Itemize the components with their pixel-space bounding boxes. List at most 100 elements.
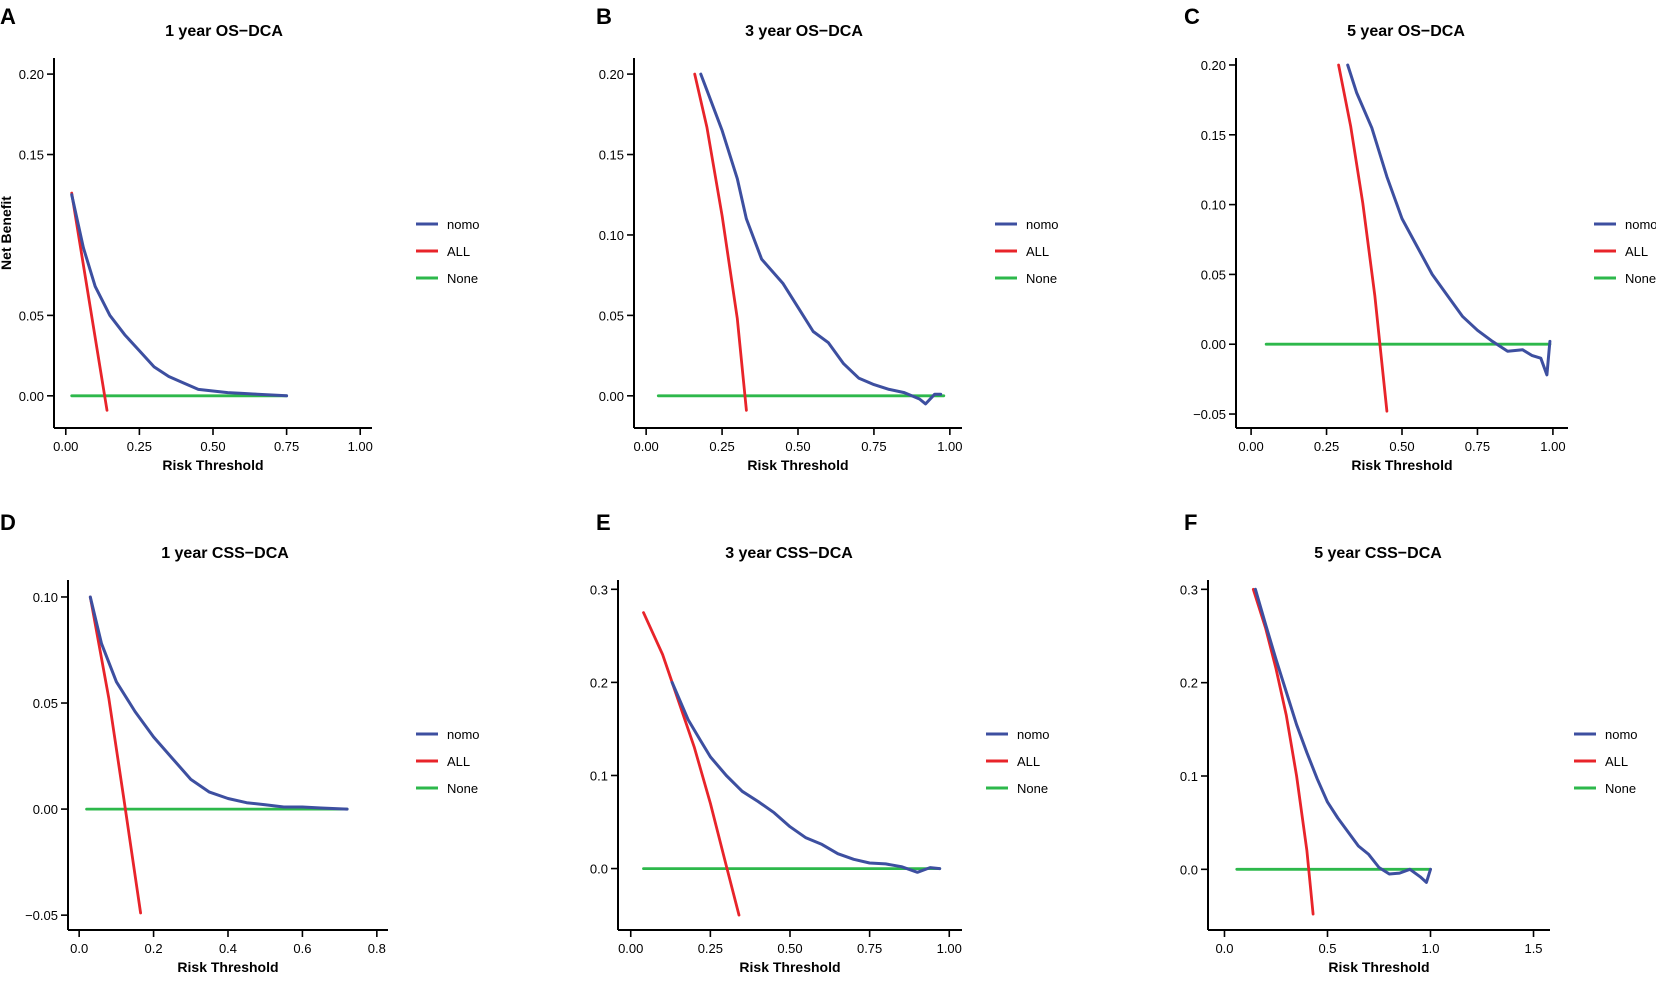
chart-title: 5 year OS−DCA <box>1347 23 1465 40</box>
y-tick-label: 0.1 <box>590 768 608 783</box>
panel-f: F 5 year CSS−DCA 0.0 0.5 1.0 1.5 0.0 0.1 0.2 0.3 R… <box>1180 510 1638 975</box>
y-tick-label: 0.10 <box>1201 198 1226 213</box>
legend-label: nomo <box>447 727 480 742</box>
panel-letter: B <box>596 4 612 29</box>
y-tick-label: 0.15 <box>599 148 624 163</box>
y-tick-label: 0.20 <box>19 67 44 82</box>
chart-title: 1 year CSS−DCA <box>161 545 289 562</box>
x-tick-label: 0.50 <box>777 941 802 956</box>
x-tick-label: 0.75 <box>1465 439 1490 454</box>
legend-label: None <box>447 271 478 286</box>
series-line-all <box>70 191 109 412</box>
legend-label: None <box>1605 781 1636 796</box>
x-tick-label: 0.25 <box>127 439 152 454</box>
legend-label: ALL <box>1625 244 1648 259</box>
x-tick-label: 1.00 <box>1540 439 1565 454</box>
x-axis-label: Risk Threshold <box>162 457 263 473</box>
legend-label: None <box>1625 271 1656 286</box>
x-axis-label: Risk Threshold <box>1328 959 1429 975</box>
x-tick-label: 1.00 <box>937 941 962 956</box>
x-tick-label: 0.00 <box>1238 439 1263 454</box>
y-tick-label: 0.2 <box>590 675 608 690</box>
chart-title: 3 year OS−DCA <box>745 23 863 40</box>
panel-letter: F <box>1184 510 1197 535</box>
panel-d: D 1 year CSS−DCA 0.0 0.2 0.4 0.6 0.8 −0.05 0.00 0… <box>0 510 480 975</box>
x-axis-label: Risk Threshold <box>1351 457 1452 473</box>
series-line-all <box>88 595 143 915</box>
x-tick-label: 0.75 <box>861 439 886 454</box>
y-tick-label: 0.05 <box>599 308 624 323</box>
x-axis-label: Risk Threshold <box>747 457 848 473</box>
panel-letter: D <box>0 510 16 535</box>
x-axis-label: Risk Threshold <box>739 959 840 975</box>
x-tick-label: 0.25 <box>1314 439 1339 454</box>
legend-label: None <box>1026 271 1057 286</box>
panel-e: E 3 year CSS−DCA 0.00 0.25 0.50 0.75 1.00 0.0 0.… <box>590 510 1050 975</box>
series-line-all <box>1337 63 1389 413</box>
panel-b: B 3 year OS−DCA 0.00 0.25 0.50 0.75 1.00 0.00 0.… <box>596 4 1059 473</box>
y-tick-label: 0.15 <box>1201 128 1226 143</box>
y-tick-label: 0.0 <box>1180 862 1198 877</box>
legend-label: nomo <box>447 217 480 232</box>
panel-c: C 5 year OS−DCA 0.00 0.25 0.50 0.75 1.00 −0.05 0… <box>1184 4 1656 473</box>
y-tick-label: 0.1 <box>1180 769 1198 784</box>
series-line-all <box>693 72 748 412</box>
y-tick-label: 0.3 <box>590 582 608 597</box>
legend-label: nomo <box>1026 217 1059 232</box>
series-line-all <box>1251 587 1315 916</box>
series-line-nomo <box>670 680 942 874</box>
x-tick-label: 0.0 <box>1215 941 1233 956</box>
y-tick-label: 0.20 <box>1201 58 1226 73</box>
y-tick-label: 0.2 <box>1180 676 1198 691</box>
legend-label: ALL <box>447 244 470 259</box>
x-tick-label: 0.6 <box>293 941 311 956</box>
panel-letter: A <box>0 4 16 29</box>
series-line-all <box>642 611 741 917</box>
panel-letter: C <box>1184 4 1200 29</box>
y-tick-label: 0.15 <box>19 148 44 163</box>
x-tick-label: 0.25 <box>698 941 723 956</box>
y-tick-label: 0.20 <box>599 67 624 82</box>
x-tick-label: 1.0 <box>1421 941 1439 956</box>
x-tick-label: 0.75 <box>274 439 299 454</box>
y-tick-label: 0.0 <box>590 862 608 877</box>
x-tick-label: 1.00 <box>937 439 962 454</box>
x-tick-label: 0.25 <box>709 439 734 454</box>
legend-label: nomo <box>1017 727 1050 742</box>
x-tick-label: 0.75 <box>857 941 882 956</box>
y-tick-label: 0.05 <box>19 308 44 323</box>
x-axis-label: Risk Threshold <box>177 959 278 975</box>
x-tick-label: 0.50 <box>785 439 810 454</box>
x-tick-label: 0.4 <box>219 941 237 956</box>
legend-label: None <box>447 781 478 796</box>
series-line-nomo <box>88 595 349 811</box>
y-tick-label: 0.05 <box>1201 267 1226 282</box>
x-tick-label: 0.00 <box>633 439 658 454</box>
y-tick-label: 0.00 <box>33 802 58 817</box>
legend-label: nomo <box>1605 727 1638 742</box>
x-tick-label: 0.50 <box>1389 439 1414 454</box>
y-tick-label: −0.05 <box>25 908 58 923</box>
x-tick-label: 0.8 <box>368 941 386 956</box>
panel-a: A 1 year OS−DCA 0.00 0.25 0.50 0.75 1.00 0.00 0.… <box>0 4 480 473</box>
series-line-nomo <box>70 193 289 398</box>
chart-title: 1 year OS−DCA <box>165 23 283 40</box>
y-tick-label: 0.10 <box>599 228 624 243</box>
legend-label: nomo <box>1625 217 1656 232</box>
x-tick-label: 0.0 <box>70 941 88 956</box>
legend-label: ALL <box>1017 754 1040 769</box>
y-tick-label: 0.00 <box>599 389 624 404</box>
series-line-nomo <box>699 72 943 406</box>
x-tick-label: 1.00 <box>348 439 373 454</box>
chart-title: 5 year CSS−DCA <box>1314 545 1442 562</box>
y-tick-label: 0.00 <box>19 389 44 404</box>
legend-label: ALL <box>1026 244 1049 259</box>
legend-label: ALL <box>1605 754 1628 769</box>
panel-letter: E <box>596 510 611 535</box>
x-tick-label: 0.2 <box>145 941 163 956</box>
y-tick-label: 0.05 <box>33 696 58 711</box>
y-tick-label: 0.3 <box>1180 582 1198 597</box>
legend-label: None <box>1017 781 1048 796</box>
y-axis-label: Net Benefit <box>0 196 14 270</box>
